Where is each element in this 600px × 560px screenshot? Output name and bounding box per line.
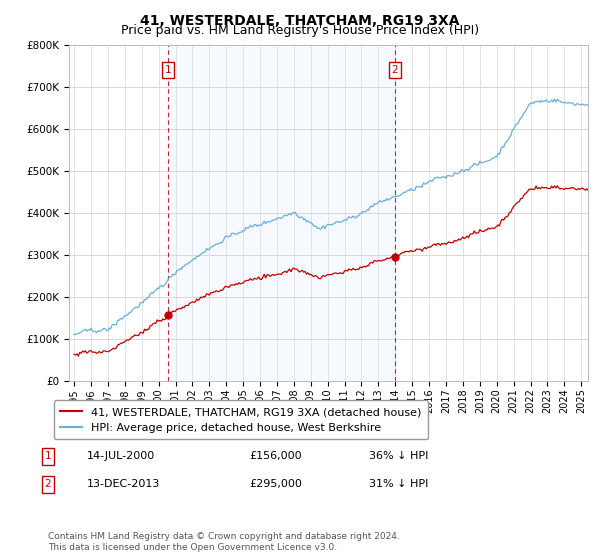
Text: 1: 1 (44, 451, 52, 461)
Bar (168, 45, 395, 381)
Legend: 41, WESTERDALE, THATCHAM, RG19 3XA (detached house), HPI: Average price, detache: 41, WESTERDALE, THATCHAM, RG19 3XA (deta… (53, 400, 428, 439)
Text: £156,000: £156,000 (249, 451, 302, 461)
Text: 13-DEC-2013: 13-DEC-2013 (87, 479, 160, 489)
Text: 41, WESTERDALE, THATCHAM, RG19 3XA: 41, WESTERDALE, THATCHAM, RG19 3XA (140, 14, 460, 28)
Text: Contains HM Land Registry data © Crown copyright and database right 2024.
This d: Contains HM Land Registry data © Crown c… (48, 532, 400, 552)
Text: 14-JUL-2000: 14-JUL-2000 (87, 451, 155, 461)
Text: £295,000: £295,000 (249, 479, 302, 489)
Text: 1: 1 (164, 65, 171, 75)
Text: 36% ↓ HPI: 36% ↓ HPI (369, 451, 428, 461)
Text: 2: 2 (44, 479, 52, 489)
Text: 2: 2 (391, 65, 398, 75)
Text: 31% ↓ HPI: 31% ↓ HPI (369, 479, 428, 489)
Text: Price paid vs. HM Land Registry's House Price Index (HPI): Price paid vs. HM Land Registry's House … (121, 24, 479, 37)
